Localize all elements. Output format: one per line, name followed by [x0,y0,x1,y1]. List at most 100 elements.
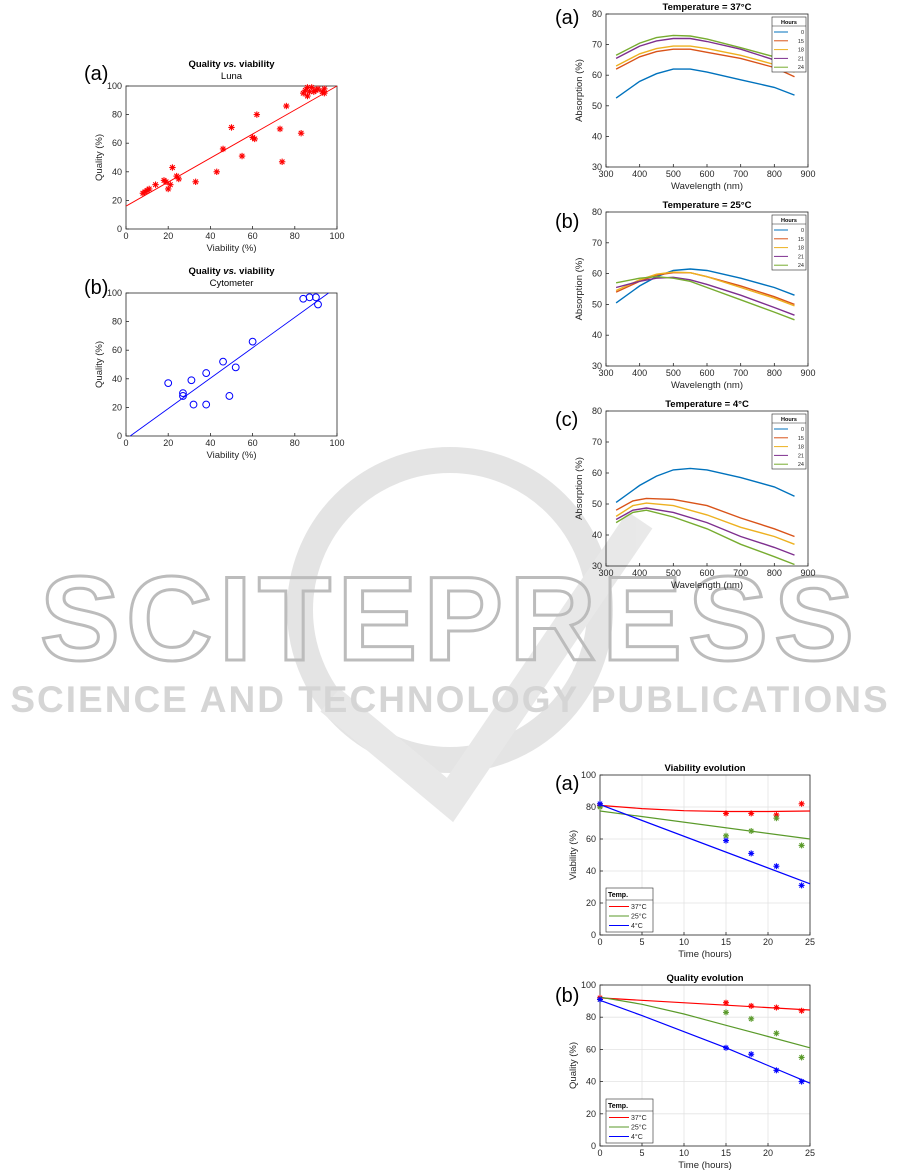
data-point [748,1015,755,1022]
x-tick-label: 700 [733,368,748,378]
data-point [748,1051,755,1058]
panel-label-bottom-a: (a) [555,773,580,795]
x-tick-label: 40 [205,438,215,448]
data-point [773,815,780,822]
y-tick-label: 20 [112,402,122,412]
x-tick-label: 100 [329,231,344,241]
data-point [314,85,322,93]
data-point [597,996,603,1003]
chart-title: Viability evolution [664,763,745,774]
legend-title: Hours [781,218,797,224]
x-tick-label: 0 [597,937,602,947]
chart-title: Temperature = 25°C [663,200,752,211]
panel-label-right-a: (a) [555,7,580,29]
series-line-18h [615,502,795,545]
series-line-24h [615,509,795,566]
legend-label: 0 [801,30,804,36]
fit-line [125,85,338,207]
y-axis-label: Absorption (%) [574,457,585,520]
chart-title: Temperature = 4°C [665,399,749,410]
data-point [219,357,227,366]
x-tick-label: 20 [763,1148,773,1158]
y-tick-label: 40 [586,866,596,876]
y-tick-label: 0 [117,431,122,441]
y-tick-label: 80 [586,1012,596,1022]
x-tick-label: 300 [598,568,613,578]
fit-line [599,997,811,1011]
data-point [312,293,320,302]
x-tick-label: 500 [666,368,681,378]
legend-box [605,887,654,933]
series-line-0h [615,68,795,99]
legend-label: 24 [798,462,804,468]
x-axis-label: Viability (%) [207,450,257,461]
series-line-24h [615,34,795,66]
plot-frame [125,85,338,230]
y-tick-label: 80 [112,110,122,120]
data-point [798,842,805,849]
legend-title: Temp. [608,1103,628,1110]
fit-line [599,804,811,813]
data-point [723,837,729,844]
x-tick-label: 10 [679,937,689,947]
y-tick-label: 30 [592,561,602,571]
legend-label: 15 [798,436,804,442]
series-line-21h [615,507,795,556]
data-point [723,810,729,817]
legend-label: 21 [798,56,804,62]
y-tick-label: 70 [592,238,602,248]
data-point [238,152,246,160]
panel-label-left-b: (b) [84,277,109,299]
y-tick-label: 80 [592,207,602,217]
y-tick-label: 80 [586,802,596,812]
legend-title: Hours [781,417,797,423]
data-point [248,337,257,346]
data-point [798,800,805,807]
x-tick-label: 0 [123,438,128,448]
y-tick-label: 50 [592,499,602,509]
data-point [798,1054,805,1061]
x-axis-label: Viability (%) [207,243,257,254]
y-tick-label: 40 [592,530,602,540]
x-tick-label: 600 [699,568,714,578]
y-tick-label: 40 [112,374,122,384]
data-point [164,379,173,387]
legend-label: 15 [798,237,804,243]
data-point [167,181,174,188]
x-tick-label: 800 [767,368,782,378]
y-tick-label: 70 [592,40,602,50]
data-point [146,185,153,193]
data-point [179,389,187,398]
y-tick-label: 20 [586,898,596,908]
x-tick-label: 15 [721,937,731,947]
data-point [773,1067,780,1074]
data-point [225,392,234,400]
x-tick-label: 20 [763,937,773,947]
legend-label: 21 [798,254,804,260]
x-tick-label: 900 [800,368,815,378]
x-tick-label: 400 [632,169,647,179]
fit-line [599,810,811,840]
x-tick-label: 800 [767,169,782,179]
data-point [723,1044,729,1051]
plot-frame [125,292,338,437]
legend-label: 0 [801,228,804,234]
y-tick-label: 0 [117,224,122,234]
x-tick-label: 400 [632,568,647,578]
x-tick-label: 300 [598,368,613,378]
x-tick-label: 300 [598,169,613,179]
x-tick-label: 15 [721,1148,731,1158]
series-line-21h [615,276,795,316]
chart-title: Quality evolution [666,973,743,984]
series-line-0h [615,268,795,304]
y-axis-label: Viability (%) [568,830,579,880]
fit-line [129,292,329,437]
x-tick-label: 700 [733,169,748,179]
y-axis-label: Quality (%) [94,134,105,181]
y-tick-label: 100 [107,288,122,298]
data-point [773,863,780,870]
